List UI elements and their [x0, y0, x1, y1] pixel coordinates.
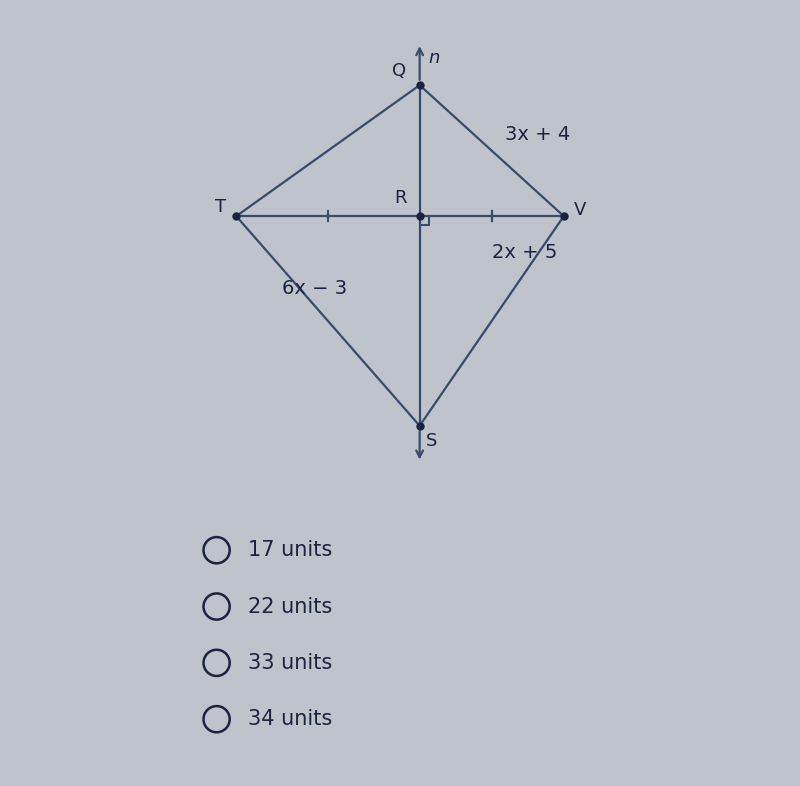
Text: 6x − 3: 6x − 3 [282, 279, 347, 298]
Text: 3x + 4: 3x + 4 [505, 126, 570, 145]
Text: 2x + 5: 2x + 5 [492, 244, 557, 263]
Text: 34 units: 34 units [248, 709, 332, 729]
Text: S: S [426, 432, 438, 450]
Text: R: R [394, 189, 406, 207]
Text: T: T [214, 198, 226, 216]
Text: V: V [574, 200, 586, 219]
Text: Q: Q [393, 62, 406, 80]
Text: 17 units: 17 units [248, 540, 332, 560]
Text: 33 units: 33 units [248, 653, 332, 673]
Text: n: n [429, 49, 440, 67]
Text: 22 units: 22 units [248, 597, 332, 616]
